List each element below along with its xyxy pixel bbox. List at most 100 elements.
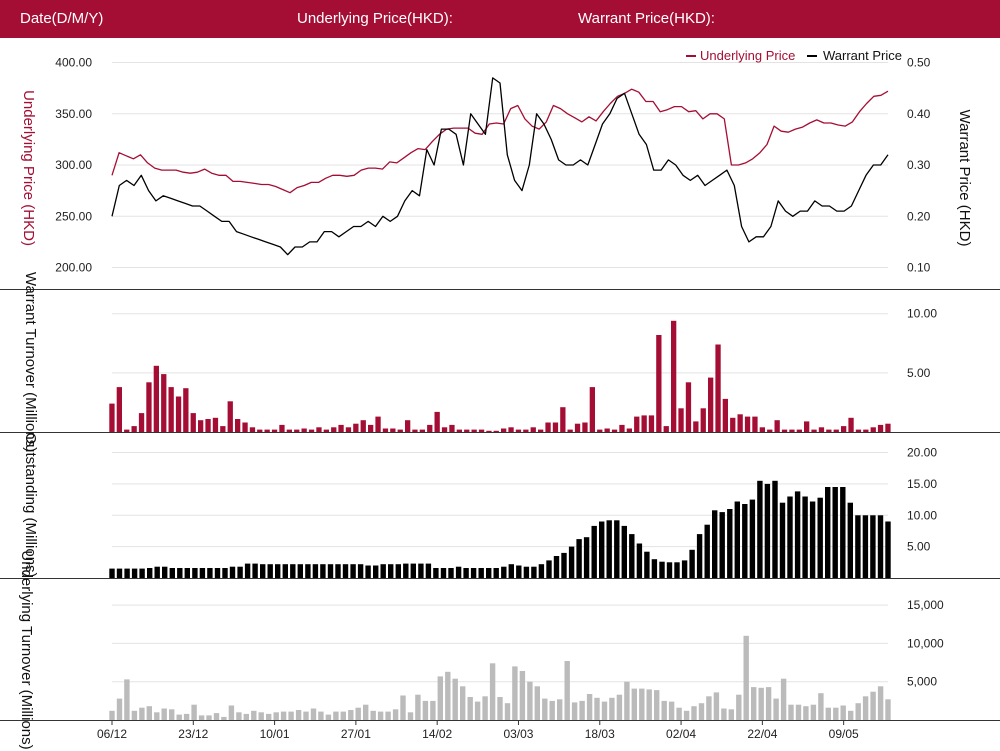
left-axis-title-underlying-price: Underlying Price (HKD) xyxy=(20,90,37,246)
underlying-turnover-bar xyxy=(198,715,205,720)
warrant-turnover-bar xyxy=(109,403,115,432)
warrant-turnover-bar xyxy=(818,427,825,432)
warrant-turnover-bar xyxy=(397,429,403,432)
warrant-turnover-bar xyxy=(286,429,292,432)
underlying-turnover-bar xyxy=(176,714,182,720)
warrant-turnover-bar xyxy=(744,416,751,432)
outstanding-bar xyxy=(260,564,266,578)
outstanding-bar xyxy=(568,546,575,578)
warrant-turnover-bar xyxy=(279,424,285,432)
warrant-turnover-bar xyxy=(338,424,344,432)
warrant-turnover-bar xyxy=(353,423,359,432)
underlying-turnover-bar xyxy=(348,710,354,720)
warrant-turnover-bar xyxy=(242,422,248,432)
axis-title-outstanding: Outstanding (Millions) xyxy=(22,432,39,577)
warrant-turnover-bar xyxy=(781,429,788,432)
outstanding-bar xyxy=(794,491,801,578)
warrant-turnover-bar xyxy=(464,429,470,432)
outstanding-bar xyxy=(365,565,371,578)
underlying-turnover-bar xyxy=(467,697,473,720)
warrant-turnover-bar xyxy=(752,416,758,432)
underlying-turnover-bar xyxy=(139,707,145,720)
underlying-turnover-bar xyxy=(571,702,578,720)
underlying-turnover-bar xyxy=(542,698,548,720)
warrant-turnover-bar xyxy=(441,427,448,432)
x-tick-label: 14/02 xyxy=(422,727,452,741)
underlying-turnover-bar xyxy=(213,713,220,720)
warrant-turnover-bar xyxy=(249,427,256,432)
outstanding-bar xyxy=(561,552,567,578)
warrant-turnover-bar xyxy=(789,429,795,432)
outstanding-bar xyxy=(222,568,228,578)
outstanding-bar xyxy=(749,499,756,578)
right-tick-label: 10,000 xyxy=(907,636,944,650)
outstanding-bar xyxy=(177,568,183,578)
right-tick-label: 10.00 xyxy=(907,508,937,522)
outstanding-bar xyxy=(327,564,334,578)
underlying-turnover-bar xyxy=(377,711,384,720)
warrant-turnover-bar xyxy=(294,429,300,432)
outstanding-bar xyxy=(787,496,793,578)
warrant-price-label: Warrant Price(HKD): xyxy=(578,10,715,27)
warrant-turnover-bar xyxy=(538,429,544,432)
outstanding-bar xyxy=(493,568,499,578)
outstanding-bar xyxy=(885,521,891,578)
underlying-turnover-bar xyxy=(870,691,876,720)
underlying-turnover-bar xyxy=(489,663,496,720)
right-tick-label: 0.10 xyxy=(907,261,931,275)
outstanding-bar xyxy=(583,537,590,578)
x-tick-label: 23/12 xyxy=(178,727,208,741)
warrant-turnover-bar xyxy=(168,387,174,432)
warrant-turnover-bar xyxy=(212,417,219,432)
outstanding-bar xyxy=(252,563,258,578)
outstanding-bar xyxy=(388,564,394,578)
warrant-turnover-bar xyxy=(308,429,315,432)
warrant-turnover-bar xyxy=(567,429,573,432)
outstanding-bar xyxy=(297,564,303,578)
outstanding-bar xyxy=(621,525,627,578)
warrant-turnover-bar xyxy=(841,426,847,432)
underlying-turnover-bar xyxy=(422,700,429,720)
outstanding-bar xyxy=(139,568,145,578)
warrant-turnover-bar xyxy=(863,429,869,432)
underlying-turnover-bar xyxy=(266,713,272,720)
warrant-turnover-bar xyxy=(597,429,603,432)
warrant-turnover-bar xyxy=(368,424,374,432)
outstanding-bar xyxy=(576,539,582,578)
warrant-turnover-bar xyxy=(671,320,677,432)
warrant-turnover-bar xyxy=(715,344,721,432)
underlying-turnover-bar xyxy=(795,704,802,720)
underlying-turnover-bar xyxy=(363,704,369,720)
x-tick-label: 03/03 xyxy=(503,727,533,741)
outstanding-bar xyxy=(644,551,650,578)
underlying-turnover-bar xyxy=(586,694,593,720)
warrant-turnover-bar xyxy=(382,428,389,432)
outstanding-bar xyxy=(636,543,643,578)
outstanding-bar xyxy=(418,563,424,578)
outstanding-bar xyxy=(350,564,356,578)
right-tick-label: 0.50 xyxy=(907,56,931,70)
warrant-turnover-bar xyxy=(663,426,669,432)
outstanding-bar xyxy=(651,559,658,578)
right-tick-label: 0.20 xyxy=(907,209,931,223)
underlying-turnover-bar xyxy=(370,710,376,720)
underlying-turnover-bar xyxy=(437,676,443,720)
outstanding-bar xyxy=(659,561,665,578)
underlying-turnover-bar xyxy=(788,704,794,720)
outstanding-bar xyxy=(734,501,740,578)
underlying-turnover-bar xyxy=(624,681,630,720)
outstanding-bar xyxy=(320,564,326,578)
underlying-turnover-bar xyxy=(646,689,652,720)
underlying-turnover-bar xyxy=(601,701,608,720)
underlying-turnover-bar xyxy=(206,715,212,720)
x-tick-label: 18/03 xyxy=(585,727,615,741)
right-tick-label: 5.00 xyxy=(907,540,931,554)
right-tick-label: 10.00 xyxy=(907,307,937,321)
outstanding-bar xyxy=(779,502,786,578)
warrant-turnover-bar xyxy=(885,423,891,432)
warrant-turnover-bar xyxy=(146,382,152,432)
warrant-turnover-bar xyxy=(190,413,196,432)
underlying-turnover-bar xyxy=(683,710,690,720)
chart-header-bar: Date(D/M/Y) Underlying Price(HKD): Warra… xyxy=(0,0,1000,38)
